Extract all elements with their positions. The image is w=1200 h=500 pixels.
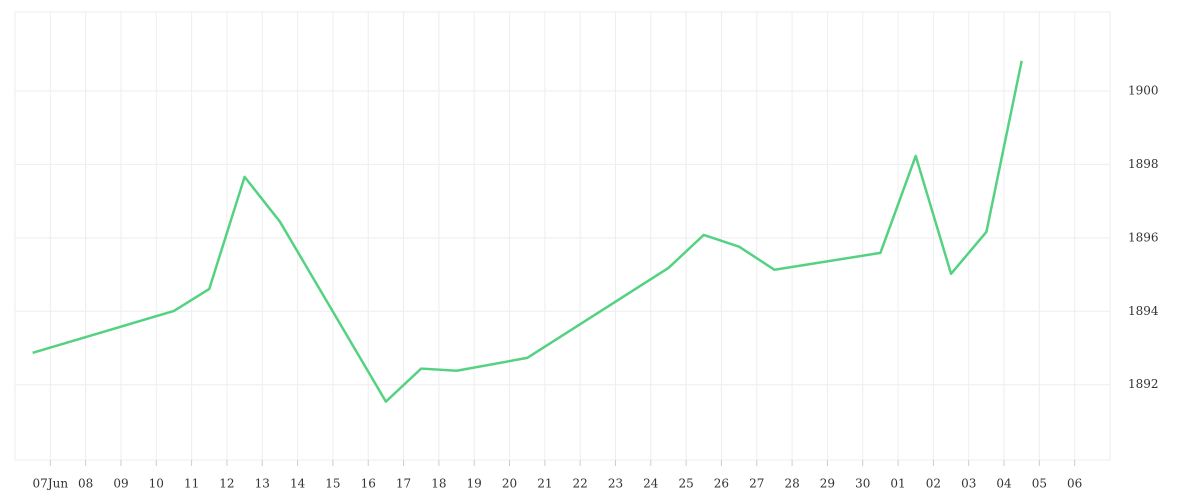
y-tick-label: 1896 [1128, 230, 1159, 244]
x-tick-label: 19 [467, 477, 482, 491]
x-tick-label: 10 [149, 477, 164, 491]
x-tick-label: 22 [573, 477, 588, 491]
x-tick-label: 26 [714, 477, 729, 491]
x-tick-label: 05 [1032, 477, 1047, 491]
x-tick-label: 02 [926, 477, 941, 491]
x-tick-label: 11 [184, 477, 199, 491]
x-tick-label: 09 [113, 477, 128, 491]
x-tick-label: 06 [1067, 477, 1082, 491]
y-tick-label: 1892 [1128, 377, 1159, 391]
x-tick-label: 25 [678, 477, 693, 491]
y-tick-label: 1898 [1128, 157, 1159, 171]
x-tick-label: 07Jun [33, 477, 69, 491]
x-tick-label: 18 [431, 477, 446, 491]
x-tick-label: 20 [502, 477, 517, 491]
series-line [32, 60, 1023, 403]
x-tick-label: 30 [855, 477, 870, 491]
x-tick-label: 21 [537, 477, 552, 491]
x-tick-label: 17 [396, 477, 411, 491]
x-tick-label: 15 [325, 477, 340, 491]
x-tick-label: 04 [996, 477, 1012, 491]
x-tick-label: 27 [749, 477, 764, 491]
x-tick-label: 29 [820, 477, 835, 491]
x-tick-label: 13 [255, 477, 270, 491]
y-tick-label: 1894 [1128, 304, 1159, 318]
x-tick-label: 08 [78, 477, 93, 491]
x-tick-label: 16 [361, 477, 376, 491]
x-tick-label: 14 [290, 477, 306, 491]
plot-frame [14, 11, 1111, 461]
x-tick-label: 12 [219, 477, 234, 491]
x-tick-label: 01 [890, 477, 905, 491]
y-tick-label: 1900 [1128, 83, 1159, 97]
x-tick-label: 28 [784, 477, 799, 491]
x-tick-label: 24 [643, 477, 659, 491]
x-tick-label: 23 [608, 477, 623, 491]
x-tick-label: 03 [961, 477, 976, 491]
